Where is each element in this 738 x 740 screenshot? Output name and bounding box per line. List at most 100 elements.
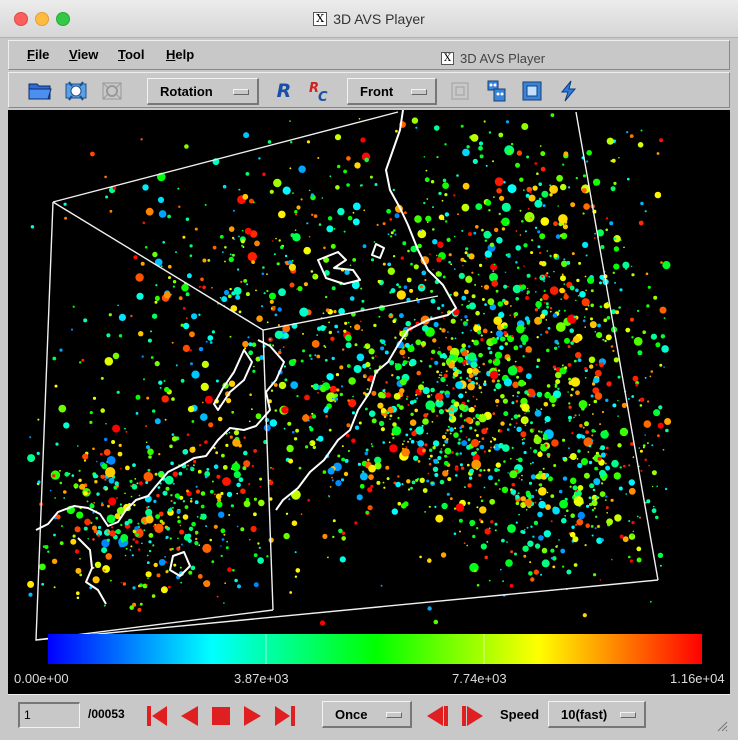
scatter-point xyxy=(478,352,483,358)
scatter-point xyxy=(533,436,542,445)
scatter-point xyxy=(267,140,272,144)
scatter-point xyxy=(422,418,429,425)
render-viewport[interactable]: 0.00e+00 3.87e+03 7.74e+03 1.16e+04 xyxy=(8,110,730,694)
scatter-point xyxy=(479,263,483,267)
scatter-point xyxy=(391,374,394,377)
robot-view-icon[interactable] xyxy=(483,79,509,103)
scatter-point xyxy=(493,358,496,361)
scatter-point xyxy=(613,357,619,363)
frame-box-icon[interactable] xyxy=(519,79,545,103)
scatter-point xyxy=(252,369,256,373)
scatter-point xyxy=(108,497,117,506)
scatter-point xyxy=(357,462,361,466)
scatter-point xyxy=(59,541,64,545)
scatter-point xyxy=(530,251,534,255)
scatter-point xyxy=(520,504,522,507)
scatter-point xyxy=(438,374,441,376)
reverse-step-icon[interactable] xyxy=(424,703,450,729)
scatter-point xyxy=(582,174,587,178)
scatter-point xyxy=(362,470,365,473)
scatter-point xyxy=(87,538,89,540)
minimize-window-button[interactable] xyxy=(35,12,49,26)
scatter-point xyxy=(415,339,422,346)
scatter-point xyxy=(268,480,274,486)
loop-mode-dropdown[interactable]: Once xyxy=(322,701,412,728)
close-window-button[interactable] xyxy=(14,12,28,26)
scatter-point xyxy=(142,184,149,191)
scatter-point xyxy=(245,172,250,176)
stop-icon[interactable] xyxy=(208,703,234,729)
scatter-point xyxy=(513,315,516,318)
scatter-point xyxy=(432,482,434,485)
scatter-point xyxy=(281,406,289,414)
menu-file[interactable]: File xyxy=(27,47,50,62)
scatter-point xyxy=(288,359,296,367)
scatter-point xyxy=(92,525,97,531)
scatter-point xyxy=(44,545,49,549)
scatter-point xyxy=(497,301,504,307)
scatter-point xyxy=(592,387,600,394)
zoom-disabled-icon[interactable] xyxy=(99,79,125,103)
scatter-point xyxy=(404,342,410,348)
view-dropdown[interactable]: Front xyxy=(347,78,437,105)
scatter-point xyxy=(475,398,478,401)
scatter-point xyxy=(209,538,212,542)
open-folder-icon[interactable] xyxy=(27,79,53,103)
speed-dropdown[interactable]: 10(fast) xyxy=(548,701,646,728)
scatter-point xyxy=(591,434,594,437)
scatter-point xyxy=(130,495,133,498)
scatter-point xyxy=(538,470,543,475)
scatter-point xyxy=(157,486,161,489)
scatter-point xyxy=(532,428,535,431)
scatter-point xyxy=(458,393,464,399)
scatter-point xyxy=(558,214,568,224)
transform-icon[interactable] xyxy=(63,79,89,103)
scatter-point xyxy=(143,471,154,482)
scatter-point xyxy=(499,463,502,466)
lightning-icon[interactable] xyxy=(555,79,581,103)
scatter-point xyxy=(477,330,482,335)
scatter-point xyxy=(54,384,58,388)
scatter-point xyxy=(438,376,440,379)
scatter-point xyxy=(327,467,335,475)
scatter-point xyxy=(132,529,137,534)
scatter-point xyxy=(523,265,525,267)
maximize-window-button[interactable] xyxy=(56,12,70,26)
scatter-point xyxy=(560,298,563,300)
scatter-point xyxy=(213,524,218,529)
dropdown-indicator-icon xyxy=(386,712,402,718)
frame-input[interactable]: 1 xyxy=(18,702,80,728)
resize-grip-icon[interactable] xyxy=(716,720,728,732)
scatter-point xyxy=(455,452,459,456)
scatter-point xyxy=(628,464,631,467)
step-back-icon[interactable] xyxy=(176,703,202,729)
reset-R-icon[interactable]: R xyxy=(276,80,292,102)
scatter-point xyxy=(352,202,361,211)
mode-dropdown[interactable]: Rotation xyxy=(147,78,259,105)
scatter-point xyxy=(531,461,534,464)
first-frame-icon[interactable] xyxy=(144,703,170,729)
scatter-point xyxy=(423,201,426,205)
scatter-point xyxy=(253,553,258,557)
scatter-point xyxy=(137,607,142,612)
last-frame-icon[interactable] xyxy=(272,703,298,729)
scatter-point xyxy=(331,356,335,361)
scatter-point xyxy=(612,271,615,274)
menu-view[interactable]: View xyxy=(69,47,99,62)
scatter-point xyxy=(141,542,143,545)
scatter-point xyxy=(501,202,511,212)
forward-step-icon[interactable] xyxy=(460,703,486,729)
scatter-point xyxy=(263,292,266,295)
menu-tool[interactable]: Tool xyxy=(118,47,145,62)
scatter-point xyxy=(534,316,543,325)
fit-disabled-icon[interactable] xyxy=(447,79,473,103)
scatter-point xyxy=(346,433,350,438)
scatter-point xyxy=(290,233,295,238)
scatter-point xyxy=(524,498,533,507)
play-icon[interactable] xyxy=(240,703,266,729)
scatter-point xyxy=(444,193,448,197)
scatter-point xyxy=(63,202,67,206)
menu-help[interactable]: Help xyxy=(166,47,195,62)
scatter-point xyxy=(445,393,450,398)
